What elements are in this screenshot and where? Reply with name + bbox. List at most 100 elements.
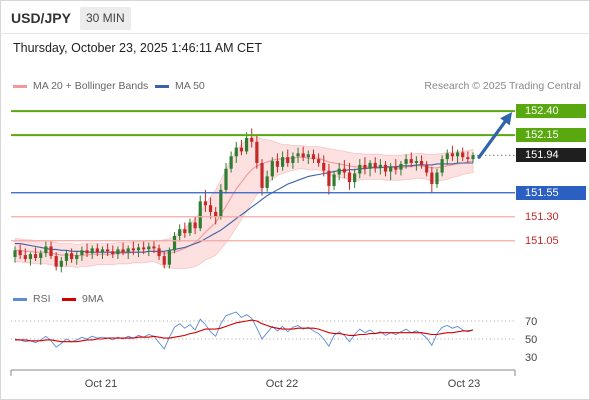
candle-body [39,253,43,258]
candle [167,247,171,269]
candle-body [378,164,382,168]
forecast-arrow-icon [477,112,512,159]
candle [126,245,130,259]
candle [229,151,233,173]
candle [13,246,17,263]
x-axis: Oct 21 Oct 22 Oct 23 [10,369,516,390]
candle-body [70,253,74,259]
level-label-152-40: 152.40 [516,104,586,119]
x-tick-label: Oct 21 [85,378,117,390]
candle [317,153,321,167]
candle-body [224,168,228,190]
candle [100,246,105,259]
legend-ma20-label: MA 20 + Bollinger Bands [33,80,149,92]
candle [409,152,413,167]
candle [394,159,398,175]
candle [85,243,89,258]
timeframe-button[interactable]: 30 MIN [80,7,131,30]
candle [466,151,470,163]
legend-ma50-label: MA 50 [175,80,205,92]
candle-body [399,163,403,170]
candle-body [85,250,89,254]
credit-label: Research © 2025 Trading Central [424,80,581,92]
candle-body [59,260,63,267]
ma20-swatch-icon [13,84,27,88]
candle [286,149,290,167]
candle-body [440,159,444,173]
candle [306,150,310,164]
bollinger-band-area [14,136,474,270]
candle-body [265,176,269,188]
candle-body [229,156,233,169]
candle-body [306,154,310,158]
candle [301,146,305,162]
candle-body [301,153,305,158]
candle [59,257,63,273]
candle [136,243,141,258]
candle-body [342,168,346,173]
candle-body [239,147,244,152]
candle-body [64,253,69,261]
candle-body [126,248,130,253]
ma50-swatch-icon [155,84,169,88]
candle-body [100,249,105,253]
candle [157,244,161,260]
candle [90,245,94,259]
candle-body [203,201,208,206]
candle-body [419,161,424,165]
candle-body [172,235,177,251]
x-tick-label: Oct 23 [448,378,480,390]
timestamp: Thursday, October 23, 2025 1:46:11 AM CE… [13,41,262,55]
candle [28,252,33,266]
candle-body [445,153,449,160]
rsi-swatch-icon [13,297,27,301]
candle [75,251,79,265]
candle [255,134,259,169]
candle [435,168,439,188]
candle [172,232,177,254]
candle-body [157,248,161,257]
candle [64,250,69,266]
rsi-panel: 70 50 30 [11,311,537,364]
header-divider [0,33,590,34]
legend-ma50: MA 50 [155,80,205,92]
rsi-line [14,311,474,350]
candle-body [28,254,33,259]
candle-body [13,250,17,258]
candle [18,244,22,259]
candle-body [404,159,408,164]
candle-body [75,255,79,259]
rsi-tick-label: 30 [525,352,537,364]
candle [106,243,110,257]
candle [440,155,444,177]
candle-body [111,251,115,255]
candle [219,184,223,220]
candle-body [136,247,141,251]
candle [342,160,346,179]
candle-body [33,254,38,258]
candles [13,128,475,273]
candle [239,139,244,156]
candle [44,241,48,258]
candle-body [162,256,166,265]
candle-body [311,154,316,160]
candle-body [358,164,362,174]
candle [183,222,187,238]
candle-body [327,170,331,186]
candle [265,170,269,192]
level-label-151-30: 151.30 [525,210,559,223]
rsi-tick-label: 70 [525,316,537,328]
level-label-151-55: 151.55 [516,185,586,200]
candle [95,243,99,257]
candle-body [198,201,202,229]
candle [80,246,84,261]
candle [419,155,424,169]
candle [471,152,475,163]
candle [450,145,455,162]
candle [270,157,274,181]
candle-body [183,229,187,234]
level-label-151-05: 151.05 [525,234,559,247]
candle-body [425,164,429,173]
candle-body [466,157,470,160]
